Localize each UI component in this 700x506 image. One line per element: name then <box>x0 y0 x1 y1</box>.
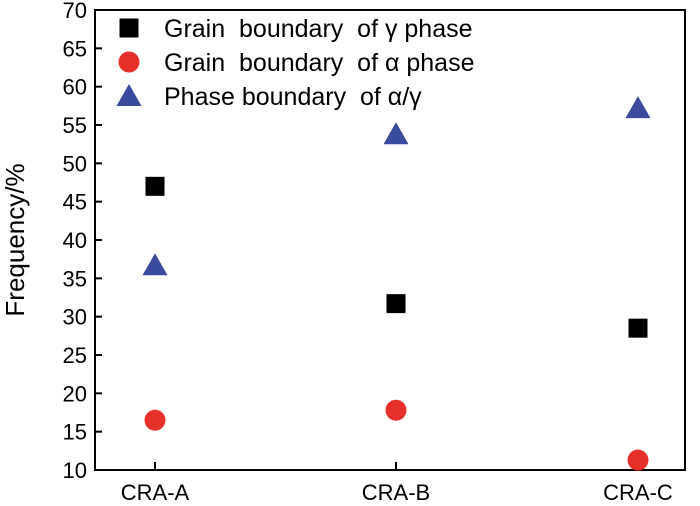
x-axis: CRA-A CRA-B CRA-C <box>121 462 673 505</box>
data-point-circle <box>144 409 166 431</box>
y-tick-label: 30 <box>63 305 87 330</box>
legend-label: Grain boundary of α phase <box>164 49 474 77</box>
y-tick-label: 10 <box>63 458 87 483</box>
y-tick-label: 15 <box>63 420 87 445</box>
data-point-square <box>145 176 165 196</box>
y-tick-label: 50 <box>63 151 87 176</box>
y-axis: 10 15 20 25 30 35 40 45 50 55 60 65 70 <box>63 0 102 483</box>
x-tick-label: CRA-A <box>121 480 190 505</box>
legend-marker-circle <box>118 51 140 73</box>
y-tick-label: 35 <box>63 266 87 291</box>
plot-frame <box>94 9 686 471</box>
data-point-square <box>386 294 406 314</box>
y-tick-label: 20 <box>63 381 87 406</box>
y-tick-label: 70 <box>63 0 87 23</box>
data-point-circle <box>385 399 407 421</box>
data-point-triangle <box>142 253 168 276</box>
y-tick-label: 55 <box>63 113 87 138</box>
data-point-triangle <box>383 122 409 145</box>
legend-label: Phase boundary of α/γ <box>164 83 422 111</box>
legend-label: Grain boundary of γ phase <box>164 15 473 43</box>
x-tick-label: CRA-C <box>603 480 673 505</box>
data-point-triangle <box>625 96 651 119</box>
data-point-square <box>628 318 648 338</box>
x-tick-label: CRA-B <box>362 480 430 505</box>
legend: Grain boundary of γ phase Grain boundary … <box>116 15 474 111</box>
y-tick-label: 65 <box>63 36 87 61</box>
y-tick-label: 25 <box>63 343 87 368</box>
y-axis-title: Frequency/% <box>0 163 30 316</box>
legend-marker-triangle <box>116 84 142 106</box>
legend-marker-square <box>119 18 139 38</box>
data-point-circle <box>627 449 649 471</box>
y-tick-label: 45 <box>63 190 87 215</box>
y-tick-label: 60 <box>63 75 87 100</box>
data-points <box>142 96 651 471</box>
y-tick-label: 40 <box>63 228 87 253</box>
